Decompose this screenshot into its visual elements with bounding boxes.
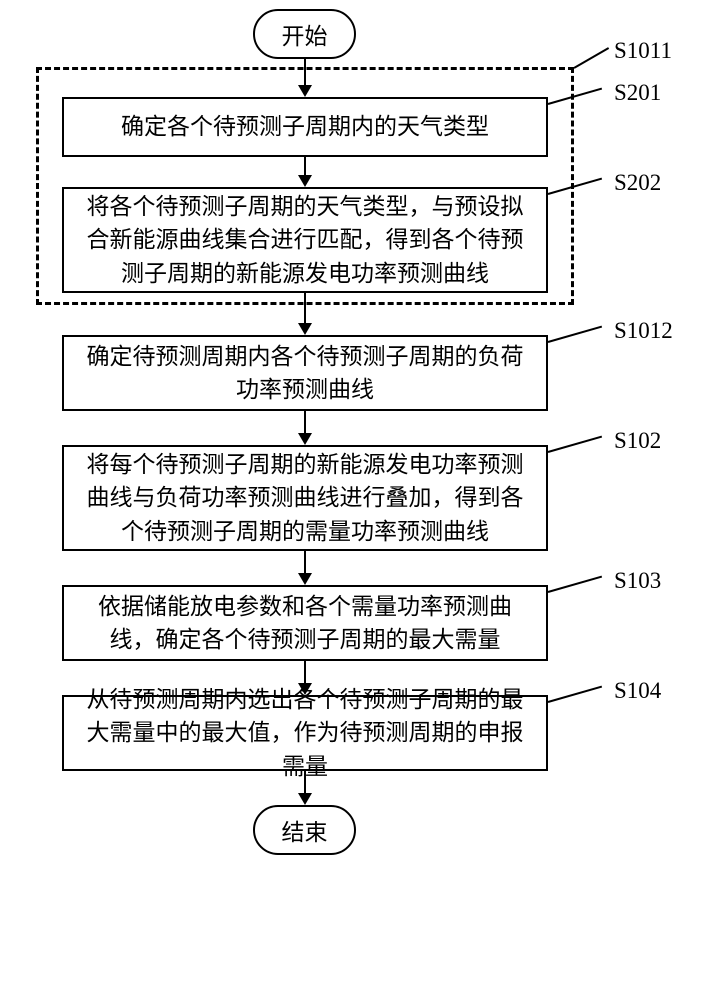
arrow-line: [304, 59, 306, 67]
arrow-line: [304, 411, 306, 433]
arrow-head: [298, 573, 312, 585]
step-s201-text: 确定各个待预测子周期内的天气类型: [121, 110, 489, 143]
lead-line: [548, 326, 602, 343]
step-s104: 从待预测周期内选出各个待预测子周期的最大需量中的最大值，作为待预测周期的申报需量: [62, 695, 548, 771]
start-label: 开始: [282, 17, 328, 51]
arrow-line: [304, 661, 306, 683]
arrow-line: [304, 551, 306, 573]
end-terminator: 结束: [253, 805, 356, 855]
arrow-head: [298, 433, 312, 445]
flowchart-canvas: 开始 确定各个待预测子周期内的天气类型 将各个待预测子周期的天气类型，与预设拟合…: [0, 0, 721, 1000]
step-s104-text: 从待预测周期内选出各个待预测子周期的最大需量中的最大值，作为待预测周期的申报需量: [76, 683, 534, 783]
arrow-head: [298, 175, 312, 187]
arrow-line: [304, 771, 306, 793]
arrow-line: [304, 293, 306, 323]
label-s1012: S1012: [614, 318, 673, 344]
step-s102: 将每个待预测子周期的新能源发电功率预测曲线与负荷功率预测曲线进行叠加，得到各个待…: [62, 445, 548, 551]
step-s103: 依据储能放电参数和各个需量功率预测曲线，确定各个待预测子周期的最大需量: [62, 585, 548, 661]
end-label: 结束: [282, 813, 328, 847]
step-s1012-text: 确定待预测周期内各个待预测子周期的负荷功率预测曲线: [76, 340, 534, 407]
label-s102: S102: [614, 428, 661, 454]
label-s104: S104: [614, 678, 661, 704]
arrow-line: [304, 67, 306, 85]
lead-line: [574, 47, 610, 69]
step-s202-text: 将各个待预测子周期的天气类型，与预设拟合新能源曲线集合进行匹配，得到各个待预测子…: [76, 190, 534, 290]
lead-line: [548, 686, 602, 703]
step-s102-text: 将每个待预测子周期的新能源发电功率预测曲线与负荷功率预测曲线进行叠加，得到各个待…: [76, 448, 534, 548]
lead-line: [548, 436, 602, 453]
step-s103-text: 依据储能放电参数和各个需量功率预测曲线，确定各个待预测子周期的最大需量: [76, 590, 534, 657]
step-s1012: 确定待预测周期内各个待预测子周期的负荷功率预测曲线: [62, 335, 548, 411]
arrow-head: [298, 323, 312, 335]
step-s201: 确定各个待预测子周期内的天气类型: [62, 97, 548, 157]
arrow-head: [298, 85, 312, 97]
label-s103: S103: [614, 568, 661, 594]
label-s1011: S1011: [614, 38, 672, 64]
arrow-line: [304, 157, 306, 175]
arrow-head: [298, 793, 312, 805]
start-terminator: 开始: [253, 9, 356, 59]
label-s202: S202: [614, 170, 661, 196]
lead-line: [548, 576, 602, 593]
step-s202: 将各个待预测子周期的天气类型，与预设拟合新能源曲线集合进行匹配，得到各个待预测子…: [62, 187, 548, 293]
label-s201: S201: [614, 80, 661, 106]
